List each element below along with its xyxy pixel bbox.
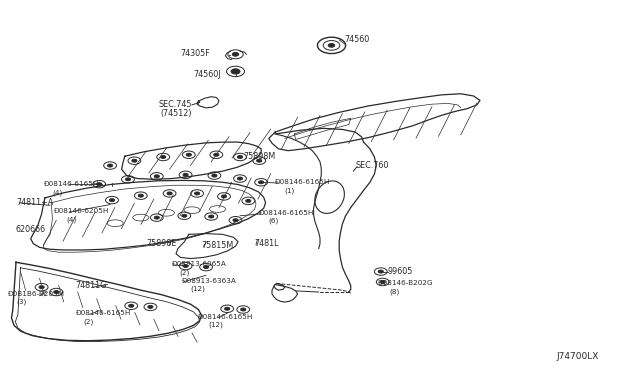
- Circle shape: [241, 308, 246, 311]
- Circle shape: [148, 305, 153, 308]
- Circle shape: [209, 215, 214, 218]
- Text: 74811+A: 74811+A: [16, 198, 53, 207]
- Text: (12): (12): [191, 286, 205, 292]
- Circle shape: [231, 69, 240, 74]
- Circle shape: [97, 183, 102, 186]
- Circle shape: [125, 178, 131, 181]
- Text: (3): (3): [16, 299, 26, 305]
- Text: 75898E: 75898E: [146, 239, 176, 248]
- Circle shape: [154, 175, 159, 178]
- Circle shape: [237, 155, 243, 158]
- Text: 75898M: 75898M: [243, 152, 275, 161]
- Circle shape: [233, 219, 238, 222]
- Circle shape: [380, 280, 385, 283]
- Text: Ð08146-6165H: Ð08146-6165H: [259, 210, 315, 216]
- Text: (1): (1): [285, 187, 295, 194]
- Circle shape: [214, 153, 219, 156]
- Circle shape: [195, 192, 200, 195]
- Circle shape: [204, 266, 209, 269]
- Text: (12): (12): [208, 322, 223, 328]
- Text: Ð0B1B6-B205M: Ð0B1B6-B205M: [8, 291, 65, 297]
- Circle shape: [54, 291, 59, 294]
- Circle shape: [167, 192, 172, 195]
- Circle shape: [161, 155, 166, 158]
- Text: (8): (8): [389, 288, 399, 295]
- Text: (6): (6): [269, 218, 279, 224]
- Text: (74512): (74512): [161, 109, 192, 118]
- Circle shape: [246, 199, 251, 202]
- Circle shape: [221, 195, 227, 198]
- Circle shape: [259, 181, 264, 184]
- Text: Ð08146-6165H: Ð08146-6165H: [44, 181, 99, 187]
- Text: SEC.760: SEC.760: [355, 161, 388, 170]
- Text: 7481L: 7481L: [255, 239, 279, 248]
- Text: Ð08913-6363A: Ð08913-6363A: [182, 278, 237, 284]
- Circle shape: [225, 307, 230, 310]
- Text: Ð08146-6165H: Ð08146-6165H: [76, 310, 131, 316]
- Circle shape: [257, 159, 262, 162]
- Text: Ð08913-6065A: Ð08913-6065A: [172, 261, 227, 267]
- Text: 74560: 74560: [344, 35, 369, 44]
- Circle shape: [183, 264, 188, 267]
- Text: 74811G: 74811G: [76, 281, 107, 290]
- Text: (4): (4): [66, 216, 76, 223]
- Text: 74305F: 74305F: [180, 49, 210, 58]
- Text: Ð08146-6165H: Ð08146-6165H: [275, 179, 331, 185]
- Text: 75815M: 75815M: [202, 241, 234, 250]
- Circle shape: [154, 216, 159, 219]
- Circle shape: [232, 52, 239, 56]
- Circle shape: [132, 159, 137, 162]
- Circle shape: [378, 270, 383, 273]
- Text: Ð08146-6205H: Ð08146-6205H: [54, 208, 110, 214]
- Text: Ð08146-B202G: Ð08146-B202G: [378, 280, 433, 286]
- Text: (2): (2): [83, 318, 93, 325]
- Text: SEC.745: SEC.745: [159, 100, 192, 109]
- Text: (2): (2): [179, 269, 189, 276]
- Circle shape: [129, 304, 134, 307]
- Text: Ð08146-6165H: Ð08146-6165H: [198, 314, 254, 320]
- Circle shape: [182, 214, 187, 217]
- Circle shape: [108, 164, 113, 167]
- Text: 620666: 620666: [16, 225, 46, 234]
- Circle shape: [328, 44, 335, 47]
- Circle shape: [109, 199, 115, 202]
- Text: J74700LX: J74700LX: [557, 352, 599, 361]
- Circle shape: [183, 173, 188, 176]
- Circle shape: [212, 174, 217, 177]
- Circle shape: [39, 286, 44, 289]
- Circle shape: [186, 153, 191, 156]
- Text: 74560J: 74560J: [193, 70, 221, 79]
- Circle shape: [237, 177, 243, 180]
- Circle shape: [138, 194, 143, 197]
- Text: 99605: 99605: [387, 267, 413, 276]
- Text: (4): (4): [52, 189, 63, 196]
